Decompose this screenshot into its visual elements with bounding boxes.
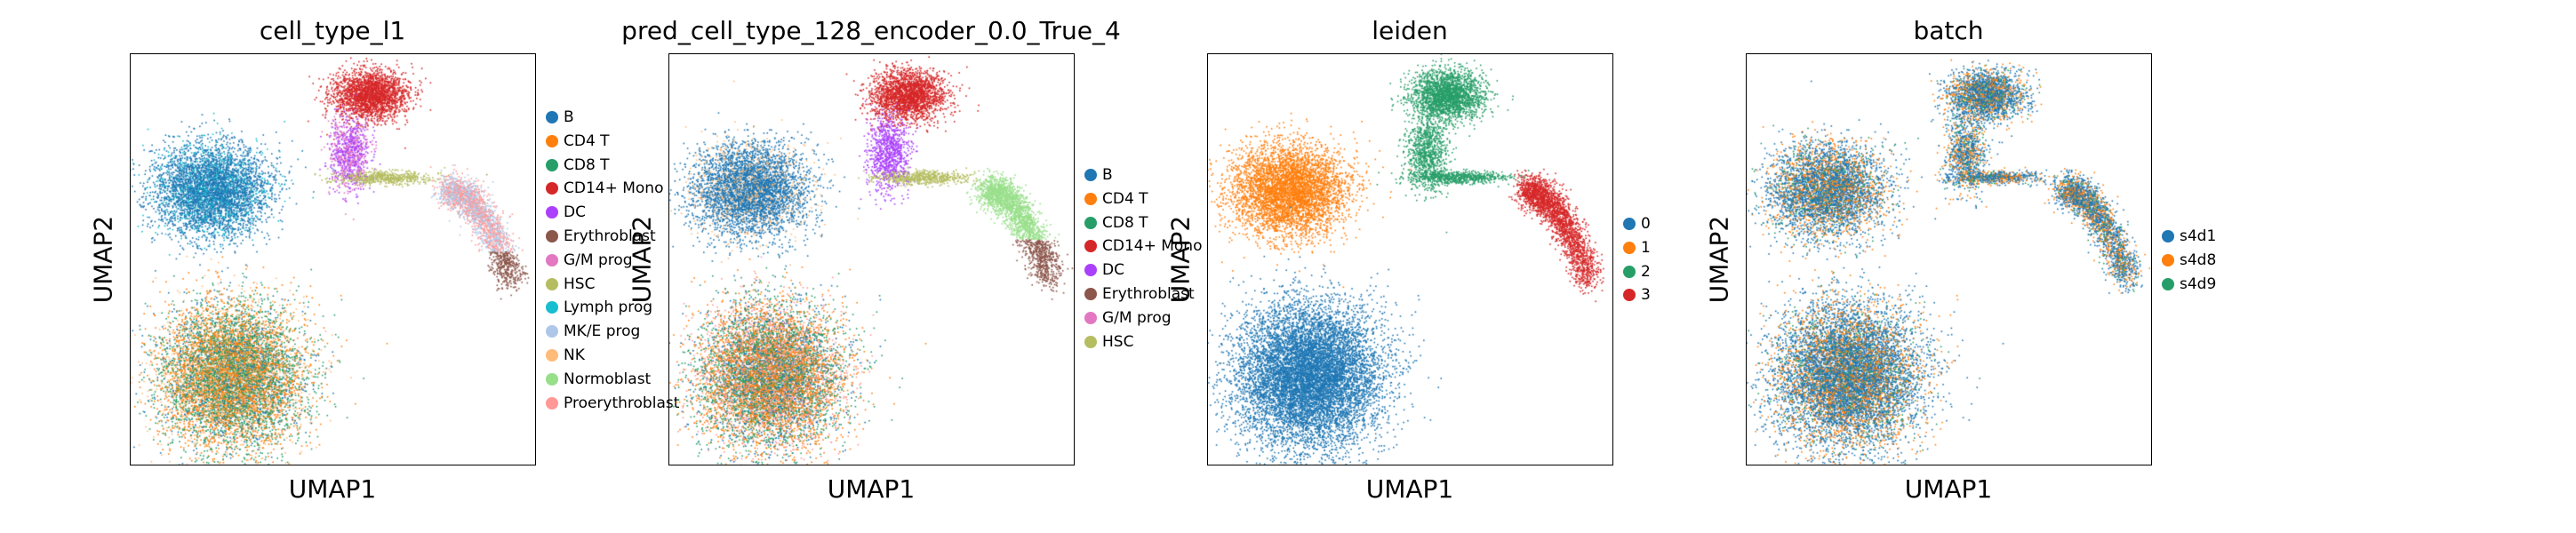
legend-label: Lymph prog bbox=[564, 298, 653, 317]
scatter-plot-area bbox=[1207, 53, 1613, 465]
legend-label: DC bbox=[564, 203, 586, 222]
panel-title: pred_cell_type_128_encoder_0.0_True_4 bbox=[621, 16, 1121, 45]
legend-label: HSC bbox=[1102, 332, 1134, 351]
y-axis-label: UMAP2 bbox=[1704, 215, 1734, 304]
legend-label: CD14+ Mono bbox=[564, 179, 664, 198]
legend-label: HSC bbox=[564, 274, 596, 293]
legend-marker bbox=[2162, 253, 2174, 266]
legend-label: CD8 T bbox=[564, 155, 610, 174]
legend-marker bbox=[546, 253, 558, 266]
legend-label: 1 bbox=[1641, 238, 1651, 257]
plot-frame bbox=[1207, 53, 1613, 465]
legend-marker bbox=[546, 277, 558, 290]
legend-marker bbox=[1084, 288, 1097, 300]
legend-marker bbox=[546, 396, 558, 410]
x-axis-label: UMAP1 bbox=[1904, 474, 1993, 504]
legend-label: B bbox=[1102, 166, 1113, 184]
y-axis-label: UMAP2 bbox=[88, 215, 118, 304]
y-axis-label: UMAP2 bbox=[1165, 215, 1196, 304]
x-axis-label: UMAP1 bbox=[1365, 474, 1454, 504]
y-axis-label: UMAP2 bbox=[627, 215, 657, 304]
legend-label: CD8 T bbox=[1102, 213, 1148, 232]
legend-marker bbox=[1084, 311, 1097, 324]
legend-label: s4d8 bbox=[2180, 251, 2217, 269]
x-axis-label: UMAP1 bbox=[288, 474, 377, 504]
legend-marker bbox=[1084, 264, 1097, 277]
legend-label: G/M prog bbox=[1102, 308, 1172, 327]
panel-title: leiden bbox=[1372, 16, 1448, 45]
legend-label: Proerythroblast bbox=[564, 394, 680, 412]
legend-marker bbox=[546, 230, 558, 243]
legend-label: 0 bbox=[1641, 215, 1651, 233]
legend-label: CD14+ Mono bbox=[1102, 237, 1203, 256]
legend-label: Erythroblast bbox=[1102, 285, 1195, 303]
legend-marker bbox=[1084, 192, 1097, 205]
legend-marker bbox=[546, 372, 558, 386]
plot-frame bbox=[130, 53, 536, 465]
legend-label: G/M prog bbox=[564, 251, 633, 269]
legend-label: MK/E prog bbox=[564, 322, 641, 341]
legend-marker bbox=[546, 206, 558, 219]
scatter-plot-area bbox=[668, 53, 1075, 465]
legend-marker bbox=[1084, 216, 1097, 229]
legend-label: Normoblast bbox=[564, 370, 652, 388]
legend-marker bbox=[546, 325, 558, 338]
legend-marker bbox=[1084, 240, 1097, 253]
legend-marker bbox=[546, 111, 558, 123]
plot-frame bbox=[1746, 53, 2152, 465]
legend-label: 3 bbox=[1641, 286, 1651, 305]
legend-label: 2 bbox=[1641, 262, 1651, 281]
legend-marker bbox=[1623, 218, 1636, 230]
legend-label: DC bbox=[1102, 261, 1124, 280]
legend-marker bbox=[546, 349, 558, 362]
legend-marker bbox=[1084, 169, 1097, 181]
legend-label: s4d1 bbox=[2180, 227, 2217, 245]
legend-label: B bbox=[564, 108, 574, 126]
legend-marker bbox=[2162, 230, 2174, 243]
legend-marker bbox=[546, 301, 558, 314]
scatter-plot-area bbox=[130, 53, 536, 465]
legend-marker bbox=[1084, 335, 1097, 348]
panel-title: batch bbox=[1913, 16, 1984, 45]
legend-marker bbox=[1623, 241, 1636, 254]
legend-label: CD4 T bbox=[1102, 189, 1148, 208]
legend-marker bbox=[1623, 289, 1636, 302]
legend-label: NK bbox=[564, 346, 585, 364]
plot-frame bbox=[668, 53, 1075, 465]
legend-label: Erythroblast bbox=[564, 227, 656, 245]
panel-title: cell_type_l1 bbox=[259, 16, 406, 45]
legend-marker bbox=[546, 134, 558, 147]
legend-marker bbox=[2162, 277, 2174, 290]
legend-marker bbox=[1623, 265, 1636, 278]
legend-marker bbox=[546, 158, 558, 171]
legend-marker bbox=[546, 182, 558, 195]
scatter-plot-area bbox=[1746, 53, 2152, 465]
legend-label: CD4 T bbox=[564, 131, 610, 150]
x-axis-label: UMAP1 bbox=[827, 474, 916, 504]
legend-label: s4d9 bbox=[2180, 274, 2217, 293]
